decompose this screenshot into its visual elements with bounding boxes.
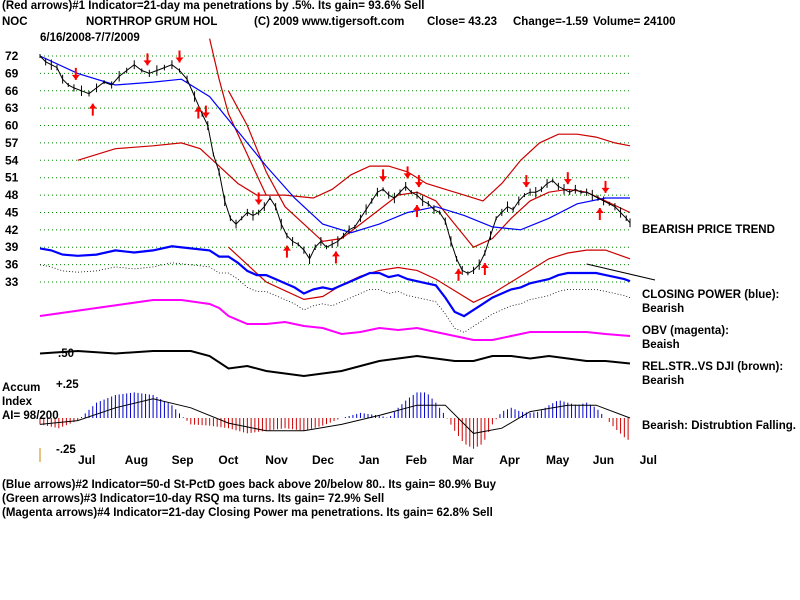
closing-power-label: CLOSING POWER (blue): <box>642 289 780 301</box>
month-label-sep: Sep <box>172 453 194 467</box>
relstr-line <box>39 349 631 378</box>
bearish-price-label: BEARISH PRICE TREND <box>642 224 775 236</box>
accumulation-histogram <box>39 392 631 462</box>
volume-value: Volume= 24100 <box>593 16 676 28</box>
closing-power-status: Bearish <box>642 303 685 315</box>
copyright: (C) 2009 www.tigersoft.com <box>254 16 405 28</box>
lower-band-line <box>228 246 631 303</box>
relstr-label: REL.STR..VS DJI (brown): <box>642 361 784 373</box>
y-tick-54: 54 <box>5 153 19 167</box>
ticker-symbol: NOC <box>2 16 28 28</box>
month-label-apr: Apr <box>499 453 520 467</box>
month-label-jan: Jan <box>359 453 380 467</box>
sell-arrow <box>601 187 610 193</box>
upper-band-line <box>77 133 631 202</box>
buy-arrow <box>454 268 463 274</box>
y-tick-33: 33 <box>5 275 19 289</box>
indicator-lines <box>39 245 656 378</box>
price-axis-ticks: 72 69 66 63 60 57 54 51 48 45 42 39 36 33 <box>5 49 19 289</box>
y-tick-48: 48 <box>5 188 19 202</box>
date-range: 6/16/2008-7/7/2009 <box>40 32 140 44</box>
price-series <box>39 54 631 276</box>
sell-arrow <box>71 74 80 80</box>
month-label-mar: Mar <box>452 453 474 467</box>
price-gridlines <box>40 55 630 283</box>
month-label-jun: Jun <box>593 453 614 467</box>
closing-power-ma-line <box>39 262 631 333</box>
moving-average-lines <box>39 55 630 234</box>
buy-arrow <box>412 205 421 211</box>
sell-arrow <box>201 112 210 118</box>
accum-ai-value: AI= 98/200 <box>2 410 59 422</box>
y-tick-42: 42 <box>5 223 19 237</box>
y-tick-39: 39 <box>5 240 19 254</box>
sell-arrow <box>522 182 531 188</box>
buy-arrow <box>480 263 489 269</box>
y-tick-69: 69 <box>5 66 19 80</box>
relstr-status: Bearish <box>642 375 685 387</box>
y-tick-57: 57 <box>5 136 19 150</box>
company-name: NORTHROP GRUM HOL <box>86 16 218 28</box>
price-line <box>39 55 631 274</box>
y-tick-60: 60 <box>5 119 19 133</box>
month-label-aug: Aug <box>125 453 148 467</box>
y-tick-63: 63 <box>5 101 19 115</box>
accum-ma-line <box>39 398 631 434</box>
sell-arrow <box>403 173 412 179</box>
indicator-3-line: (Green arrows)#3 Indicator=10-day RSQ ma… <box>2 493 385 505</box>
sell-arrow <box>143 60 152 66</box>
sell-arrow <box>379 176 388 182</box>
month-label-nov: Nov <box>265 453 288 467</box>
month-label-oct: Oct <box>218 453 238 467</box>
index-label: Index <box>2 396 33 408</box>
sell-arrow <box>414 182 423 188</box>
month-label-dec: Dec <box>312 453 334 467</box>
indicator-1-line: (Red arrows)#1 Indicator=21-day ma penet… <box>2 0 425 12</box>
band-lines <box>77 38 631 303</box>
buy-arrow <box>282 245 291 251</box>
accum-status: Bearish: Distrubtion Falling. <box>642 420 796 432</box>
buy-arrow <box>595 207 604 213</box>
obv-status: Beaish <box>642 339 680 351</box>
closing-power-line <box>39 245 631 318</box>
month-label-jul: Jul <box>640 453 657 467</box>
y-tick-51: 51 <box>5 171 19 185</box>
signal-arrows <box>71 50 610 281</box>
month-label-feb: Feb <box>406 453 427 467</box>
indicator-4-line: (Magenta arrows)#4 Indicator=21-day Clos… <box>2 507 493 519</box>
accum-bottom-tick: -.25 <box>56 444 76 456</box>
obv-label: OBV (magenta): <box>642 325 729 337</box>
y-tick-66: 66 <box>5 84 19 98</box>
red-decline-line <box>209 38 267 196</box>
month-label-may: May <box>546 453 570 467</box>
sell-arrow <box>563 179 572 185</box>
y-tick-36: 36 <box>5 258 19 272</box>
obv-line <box>39 299 631 341</box>
y-tick-72: 72 <box>5 49 19 63</box>
month-axis: Jul Aug Sep Oct Nov Dec Jan Feb Mar Apr May Jun Jul <box>78 453 657 467</box>
buy-arrow <box>331 251 340 257</box>
close-value: Close= 43.23 <box>427 16 498 28</box>
mid-band-line <box>227 90 631 248</box>
accum-label: Accum <box>2 382 41 394</box>
change-value: Change=-1.59 <box>513 16 589 28</box>
sell-arrow <box>254 199 263 205</box>
trend-line <box>586 263 656 281</box>
sell-arrow <box>175 57 184 63</box>
buy-arrow <box>88 103 97 109</box>
ma50-line <box>39 55 630 234</box>
accum-top-tick: +.25 <box>56 379 79 391</box>
y-tick-45: 45 <box>5 205 19 219</box>
relstr-tick: .50 <box>58 348 74 360</box>
buy-arrow <box>194 106 203 112</box>
indicator-2-line: (Blue arrows)#2 Indicator=50-d St-PctD g… <box>2 479 497 491</box>
month-label-jul: Jul <box>78 453 95 467</box>
